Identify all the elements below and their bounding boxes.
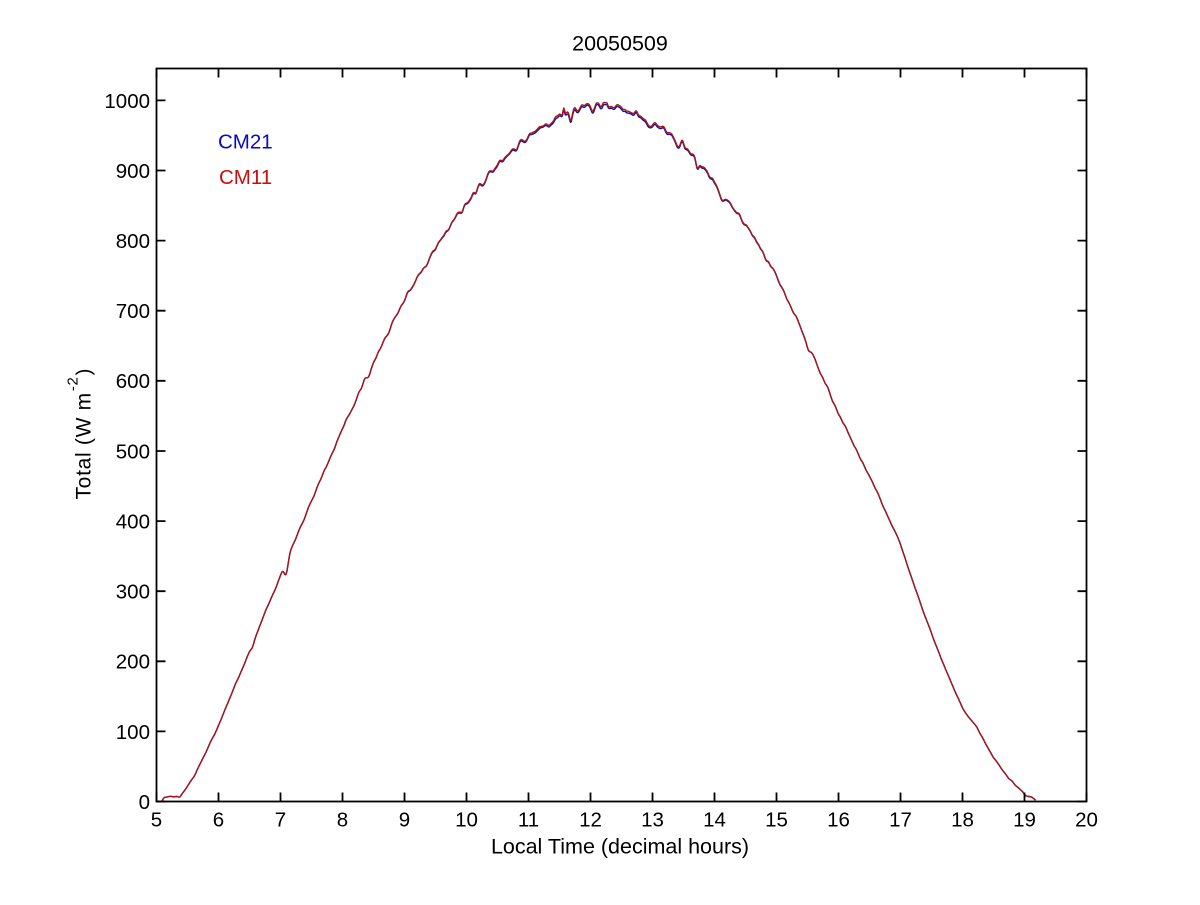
svg-text:12: 12 [579, 809, 602, 832]
svg-text:700: 700 [116, 300, 150, 323]
svg-text:19: 19 [1013, 809, 1036, 832]
svg-text:100: 100 [116, 721, 150, 744]
svg-text:900: 900 [116, 160, 150, 183]
svg-text:200: 200 [116, 651, 150, 674]
svg-text:5: 5 [151, 809, 162, 832]
svg-text:800: 800 [116, 230, 150, 253]
svg-text:CM11: CM11 [219, 166, 272, 189]
svg-text:0: 0 [139, 791, 150, 814]
svg-text:20050509: 20050509 [572, 32, 668, 56]
svg-text:15: 15 [765, 809, 788, 832]
svg-text:600: 600 [116, 370, 150, 393]
svg-text:CM21: CM21 [218, 131, 273, 154]
svg-text:Local Time (decimal hours): Local Time (decimal hours) [491, 835, 749, 859]
svg-text:500: 500 [116, 440, 150, 463]
svg-text:14: 14 [703, 809, 726, 832]
svg-text:9: 9 [399, 809, 410, 832]
svg-text:13: 13 [641, 809, 664, 832]
svg-text:10: 10 [455, 809, 478, 832]
svg-text:8: 8 [337, 809, 348, 832]
svg-text:11: 11 [518, 809, 539, 832]
svg-text:17: 17 [889, 809, 912, 832]
svg-text:1000: 1000 [104, 90, 150, 113]
svg-text:6: 6 [213, 809, 224, 832]
svg-text:300: 300 [116, 581, 150, 604]
svg-text:20: 20 [1075, 809, 1098, 832]
svg-text:18: 18 [951, 809, 974, 832]
svg-text:7: 7 [275, 809, 286, 832]
svg-text:16: 16 [827, 809, 850, 832]
svg-text:400: 400 [116, 511, 150, 534]
